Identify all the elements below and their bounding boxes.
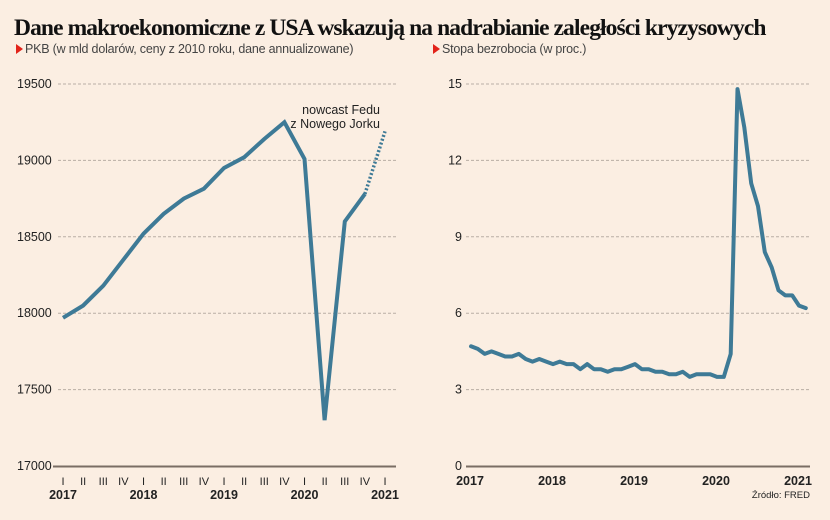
gdp-quarter-label: I	[61, 476, 64, 488]
gdp-year-label: 2020	[291, 488, 319, 502]
unemp-y-tick-label: 0	[455, 459, 462, 473]
unemployment-subtitle: Stopa bezrobocia (w proc.)	[433, 42, 586, 56]
gdp-quarter-label: II	[80, 476, 86, 488]
gdp-year-label: 2019	[210, 488, 238, 502]
gdp-year-label: 2021	[371, 488, 399, 502]
gdp-year-label: 2018	[130, 488, 158, 502]
unemp-y-tick-label: 9	[455, 230, 462, 244]
gdp-quarter-label: II	[241, 476, 247, 488]
gdp-nowcast-line	[363, 130, 387, 195]
gdp-quarter-label: I	[303, 476, 306, 488]
source-note: Źródło: FRED	[751, 490, 810, 501]
gdp-quarter-label: III	[99, 476, 108, 488]
unemp-year-label: 2020	[702, 474, 730, 488]
gdp-quarter-label: III	[340, 476, 349, 488]
unemp-y-tick-label: 6	[455, 306, 462, 320]
unemp-y-tick-label: 3	[455, 383, 462, 397]
gdp-subtitle: PKB (w mld dolarów, ceny z 2010 roku, da…	[16, 42, 354, 56]
red-triangle-marker-icon	[16, 44, 23, 54]
gdp-year-label: 2017	[49, 488, 77, 502]
unemployment-subtitle-text: Stopa bezrobocia (w proc.)	[442, 42, 587, 56]
gdp-subtitle-text: PKB (w mld dolarów, ceny z 2010 roku, da…	[25, 42, 354, 56]
gdp-quarter-label: III	[179, 476, 188, 488]
unemp-y-tick-label: 15	[448, 77, 462, 91]
gdp-quarter-label: II	[161, 476, 167, 488]
nowcast-annotation: z Nowego Jorku	[290, 117, 380, 131]
unemp-year-label: 2018	[538, 474, 566, 488]
gdp-quarter-label: IV	[360, 476, 371, 488]
gdp-y-tick-label: 18500	[17, 230, 52, 244]
gdp-line	[61, 119, 367, 421]
gdp-quarter-label: II	[322, 476, 328, 488]
unemp-year-label: 2019	[620, 474, 648, 488]
gdp-quarter-label: I	[142, 476, 145, 488]
gdp-y-tick-label: 17500	[17, 383, 52, 397]
nowcast-annotation: nowcast Fedu	[302, 103, 380, 117]
unemp-year-label: 2017	[456, 474, 484, 488]
gdp-y-tick-label: 18000	[17, 306, 52, 320]
gdp-y-tick-label: 19000	[17, 153, 52, 167]
gdp-quarter-label: I	[383, 476, 386, 488]
gdp-quarter-label: IV	[279, 476, 290, 488]
unemp-y-tick-label: 12	[448, 153, 462, 167]
gdp-quarter-label: IV	[199, 476, 210, 488]
unemployment-chart: 0 3 6 9 12 15 2017 2018 2019 2020 2021	[448, 77, 812, 488]
gdp-y-tick-label: 19500	[17, 77, 52, 91]
gdp-quarter-label: III	[260, 476, 269, 488]
unemp-year-label: 2021	[784, 474, 812, 488]
unemp-line	[469, 87, 808, 379]
gdp-quarter-label: I	[222, 476, 225, 488]
red-triangle-marker-icon	[433, 44, 440, 54]
gdp-quarter-label: IV	[118, 476, 129, 488]
chart-title: Dane makroekonomiczne z USA wskazują na …	[14, 15, 766, 41]
gdp-y-tick-label: 17000	[17, 459, 52, 473]
